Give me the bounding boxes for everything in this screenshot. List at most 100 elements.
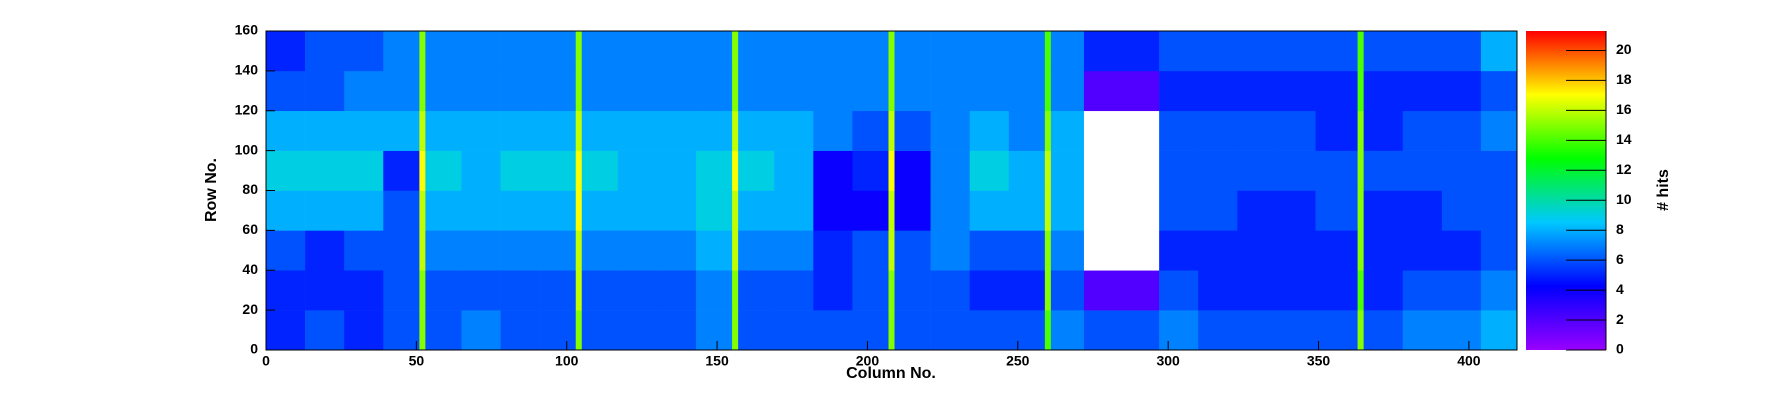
heatmap-cell: [732, 310, 739, 351]
heatmap-cell: [813, 190, 853, 231]
heatmap-cell: [1402, 230, 1443, 271]
heatmap-cell: [1357, 110, 1364, 151]
heatmap-cell: [656, 31, 697, 72]
heatmap-cell: [1363, 70, 1404, 112]
heatmap-cell: [774, 270, 814, 311]
heatmap-cell: [266, 70, 306, 112]
heatmap-cell: [1276, 31, 1316, 72]
z-tick-label: 16: [1616, 101, 1632, 117]
y-tick-label: 120: [235, 101, 259, 117]
heatmap-cell: [419, 310, 426, 351]
y-tick-label: 140: [235, 62, 259, 78]
heatmap-cell: [930, 150, 970, 191]
heatmap-cell: [732, 230, 739, 271]
heatmap-cell: [1480, 270, 1518, 311]
heatmap-cell: [617, 230, 658, 271]
heatmap-cell: [732, 70, 739, 112]
heatmap-cell: [425, 70, 462, 112]
heatmap-cell: [1402, 31, 1443, 72]
heatmap-cell: [1159, 190, 1199, 231]
heatmap-cell: [1276, 230, 1316, 271]
heatmap-cell: [969, 31, 1010, 72]
z-tick-label: 8: [1616, 221, 1624, 237]
heatmap-cell: [344, 31, 384, 72]
heatmap-cell: [774, 31, 814, 72]
heatmap-cell: [774, 310, 814, 351]
x-tick-label: 100: [555, 353, 579, 369]
heatmap-cell: [581, 190, 619, 231]
heatmap-cell: [1083, 230, 1160, 271]
heatmap-cell: [1159, 310, 1199, 351]
heatmap-cell: [738, 190, 775, 231]
heatmap-cell: [419, 230, 426, 271]
heatmap-cell: [894, 230, 931, 271]
heatmap-cell: [1008, 70, 1046, 112]
heatmap-cell: [383, 110, 420, 151]
heatmap-cell: [1008, 31, 1046, 72]
heatmap-cell: [1315, 310, 1358, 351]
heatmap-cell: [266, 270, 306, 311]
heatmap-cell: [575, 150, 583, 191]
heatmap-cell: [894, 31, 931, 72]
heatmap-cell: [1315, 70, 1358, 112]
z-axis-title: # hits: [1655, 169, 1672, 211]
heatmap-cell: [539, 150, 577, 191]
heatmap-cell: [1315, 190, 1358, 231]
y-tick-label: 160: [235, 22, 259, 38]
heatmap-cell: [461, 150, 501, 191]
heatmap-cell: [656, 230, 697, 271]
heatmap-cell: [575, 310, 583, 351]
heatmap-cell: [1441, 270, 1482, 311]
heatmap-cell: [1402, 270, 1443, 311]
heatmap-cell: [852, 230, 889, 271]
heatmap-cell: [1050, 150, 1085, 191]
heatmap-cell: [1083, 150, 1160, 191]
heatmap-cell: [500, 230, 540, 271]
heatmap-cell: [1008, 270, 1046, 311]
heatmap-cell: [500, 310, 540, 351]
heatmap-cell: [656, 190, 697, 231]
heatmap-cell: [1237, 310, 1277, 351]
heatmap-cell: [581, 150, 619, 191]
heatmap-cell: [1402, 190, 1443, 231]
heatmap-cell: [1050, 70, 1085, 112]
heatmap-cell: [969, 70, 1010, 112]
heatmap-cell: [1315, 110, 1358, 151]
color-bar: [1526, 31, 1606, 350]
heatmap-cell: [1276, 310, 1316, 351]
heatmap-cell: [1441, 190, 1482, 231]
heatmap-cell: [774, 230, 814, 271]
heatmap-cell: [696, 190, 733, 231]
heatmap-cell: [266, 110, 306, 151]
heatmap-cell: [1276, 270, 1316, 311]
z-tick-label: 12: [1616, 161, 1632, 177]
heatmap-cell: [344, 70, 384, 112]
heatmap-cell: [1480, 110, 1518, 151]
heatmap-cell: [888, 70, 895, 112]
heatmap-cell: [813, 150, 853, 191]
heatmap-cell: [969, 190, 1010, 231]
heatmap-cell: [696, 270, 733, 311]
heatmap-cell: [894, 310, 931, 351]
heatmap-cell: [1357, 270, 1364, 311]
z-tick-label: 2: [1616, 311, 1624, 327]
heatmap-cell: [774, 110, 814, 151]
heatmap-cell: [813, 110, 853, 151]
heatmap-cell: [500, 150, 540, 191]
heatmap-cell: [888, 230, 895, 271]
heatmap-cell: [461, 31, 501, 72]
y-tick-label: 40: [242, 261, 258, 277]
heatmap-cell: [894, 110, 931, 151]
z-tick-label: 4: [1616, 281, 1624, 297]
heatmap-cell: [461, 70, 501, 112]
heatmap-cell: [1050, 270, 1085, 311]
heatmap-cell: [575, 270, 583, 311]
heatmap-cell: [617, 270, 658, 311]
heatmap-cell: [1357, 230, 1364, 271]
heatmap-cell: [1363, 31, 1404, 72]
heatmap-cell: [500, 110, 540, 151]
heatmap-cell: [461, 190, 501, 231]
heatmap-cell: [1237, 150, 1277, 191]
heatmap-cell: [696, 310, 733, 351]
heatmap-cell: [305, 270, 345, 311]
